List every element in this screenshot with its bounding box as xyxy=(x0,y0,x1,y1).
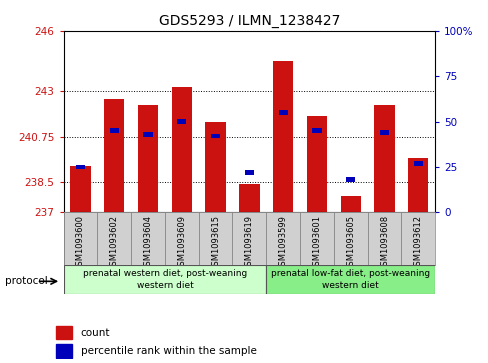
Bar xyxy=(367,212,401,265)
Bar xyxy=(401,212,434,265)
Bar xyxy=(56,326,72,339)
Text: count: count xyxy=(81,327,110,338)
Text: GSM1093619: GSM1093619 xyxy=(244,215,253,271)
Bar xyxy=(333,212,367,265)
Bar xyxy=(211,134,220,138)
Bar xyxy=(306,115,326,212)
Bar xyxy=(379,130,388,135)
Bar xyxy=(70,166,90,212)
Bar xyxy=(177,119,186,124)
Bar xyxy=(272,61,293,212)
Text: prenatal western diet, post-weaning
western diet: prenatal western diet, post-weaning west… xyxy=(82,269,246,290)
Bar xyxy=(205,122,225,212)
Text: GSM1093612: GSM1093612 xyxy=(413,215,422,271)
Bar xyxy=(171,87,192,212)
Bar xyxy=(138,106,158,212)
Bar xyxy=(104,99,124,212)
Text: GSM1093602: GSM1093602 xyxy=(109,215,119,271)
Text: GSM1093605: GSM1093605 xyxy=(346,215,354,271)
Text: GSM1093604: GSM1093604 xyxy=(143,215,152,271)
Bar xyxy=(63,212,97,265)
Bar xyxy=(198,212,232,265)
Bar xyxy=(278,110,287,115)
Bar xyxy=(63,265,266,294)
Text: protocol: protocol xyxy=(5,276,47,286)
Text: GSM1093599: GSM1093599 xyxy=(278,215,287,271)
Bar xyxy=(244,170,253,175)
Text: GSM1093615: GSM1093615 xyxy=(211,215,220,271)
Bar xyxy=(97,212,131,265)
Bar xyxy=(407,158,427,212)
Bar xyxy=(300,212,333,265)
Title: GDS5293 / ILMN_1238427: GDS5293 / ILMN_1238427 xyxy=(159,15,339,28)
Bar xyxy=(109,129,119,133)
Text: GSM1093600: GSM1093600 xyxy=(76,215,85,271)
Bar xyxy=(143,132,152,136)
Bar xyxy=(56,344,72,358)
Text: GSM1093608: GSM1093608 xyxy=(379,215,388,271)
Text: GSM1093609: GSM1093609 xyxy=(177,215,186,271)
Bar xyxy=(76,165,85,169)
Bar xyxy=(266,212,300,265)
Text: prenatal low-fat diet, post-weaning
western diet: prenatal low-fat diet, post-weaning west… xyxy=(271,269,429,290)
Bar xyxy=(312,129,321,133)
Bar xyxy=(164,212,198,265)
Text: GSM1093601: GSM1093601 xyxy=(312,215,321,271)
Text: percentile rank within the sample: percentile rank within the sample xyxy=(81,346,256,356)
Bar xyxy=(340,196,360,212)
Bar xyxy=(346,178,355,182)
Bar xyxy=(374,106,394,212)
Bar xyxy=(266,265,434,294)
Bar xyxy=(413,161,422,166)
Bar xyxy=(131,212,164,265)
Bar xyxy=(232,212,266,265)
Bar xyxy=(239,184,259,212)
